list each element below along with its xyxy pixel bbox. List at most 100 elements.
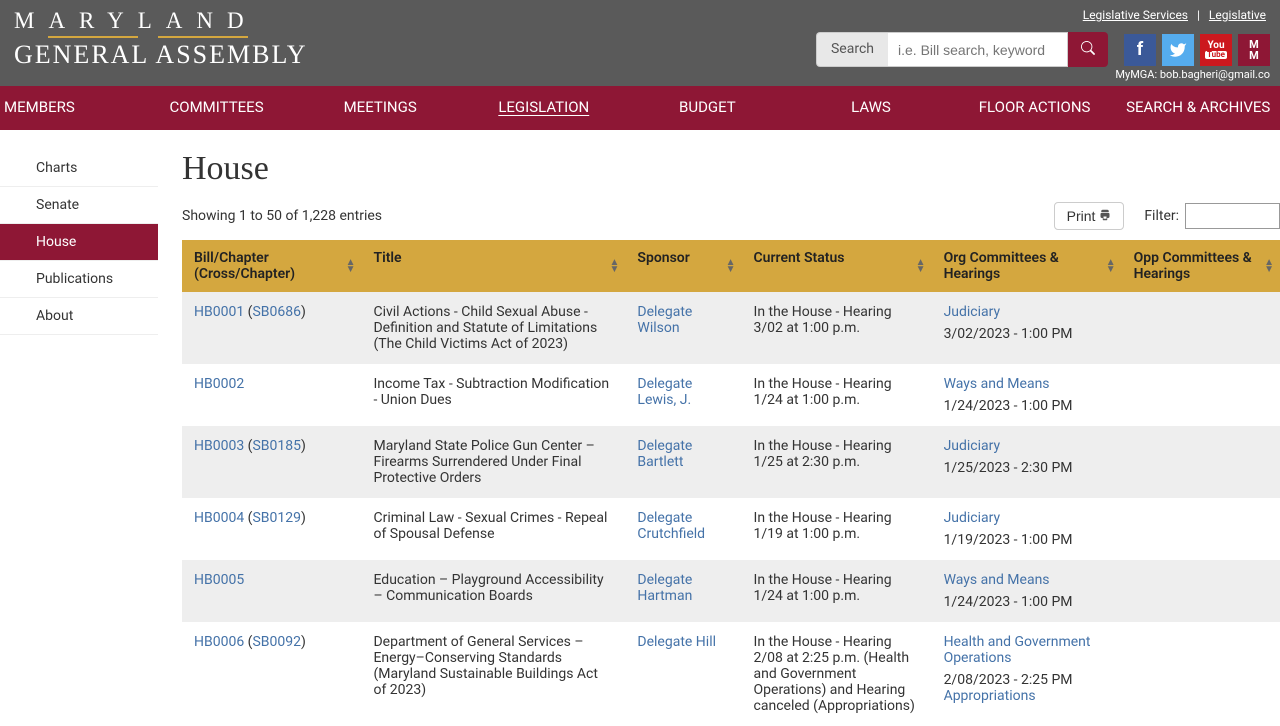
link-legislative[interactable]: Legislative [1209, 8, 1266, 22]
bills-table: Bill/Chapter (Cross/Chapter)▲▼Title▲▼Spo… [182, 240, 1280, 726]
sort-icon: ▲▼ [726, 259, 736, 273]
header: Legislative Services | Legislative MARYL… [0, 0, 1280, 86]
social-links: f YouTube MM [1124, 34, 1270, 66]
search-button[interactable] [1068, 32, 1108, 67]
table-row: HB0005 Education – Playground Accessibili… [182, 560, 1280, 622]
column-header[interactable]: Sponsor▲▼ [625, 240, 741, 292]
sidebar-item-charts[interactable]: Charts [0, 150, 158, 187]
committee-link[interactable]: Judiciary [944, 438, 1001, 454]
sort-icon: ▲▼ [610, 259, 620, 273]
opp-cell [1122, 498, 1280, 560]
bill-title: Department of General Services – Energy–… [361, 622, 625, 726]
sponsor-link[interactable]: Delegate Wilson [637, 304, 692, 336]
sort-icon: ▲▼ [916, 259, 926, 273]
sponsor-link[interactable]: Delegate Hill [637, 634, 716, 650]
search-input[interactable] [888, 32, 1068, 67]
committee-link[interactable]: Health and Government Operations [944, 634, 1091, 666]
cross-link[interactable]: SB0185 [252, 438, 301, 454]
status: In the House - Hearing 1/24 at 1:00 p.m. [742, 560, 932, 622]
logo-top: MARYLAND [14, 8, 308, 34]
sort-icon: ▲▼ [346, 259, 356, 273]
bill-title: Civil Actions - Child Sexual Abuse - Def… [361, 292, 625, 364]
opp-cell [1122, 426, 1280, 498]
sponsor-link[interactable]: Delegate Lewis, J. [637, 376, 692, 408]
bill-title: Income Tax - Subtraction Modification - … [361, 364, 625, 426]
table-row: HB0002 Income Tax - Subtraction Modificat… [182, 364, 1280, 426]
print-button[interactable]: Print [1054, 202, 1125, 230]
nav-item-search-archives[interactable]: SEARCH & ARCHIVES [1116, 86, 1280, 130]
nav-item-floor-actions[interactable]: FLOOR ACTIONS [953, 86, 1117, 130]
sort-icon: ▲▼ [1106, 259, 1116, 273]
nav-item-members[interactable]: MEMBERS [0, 86, 135, 130]
separator: | [1197, 8, 1200, 22]
search-label: Search [816, 32, 888, 67]
nav-item-committees[interactable]: COMMITTEES [135, 86, 299, 130]
column-header[interactable]: Title▲▼ [361, 240, 625, 292]
bill-link[interactable]: HB0006 [194, 634, 244, 650]
opp-cell [1122, 622, 1280, 726]
committee-link[interactable]: Ways and Means [944, 572, 1050, 588]
nav-item-budget[interactable]: BUDGET [626, 86, 790, 130]
committee-link[interactable]: Judiciary [944, 304, 1001, 320]
hearing-date: 2/08/2023 - 2:25 PM [944, 672, 1110, 688]
twitter-icon[interactable] [1162, 34, 1194, 66]
committee-link[interactable]: Judiciary [944, 510, 1001, 526]
opp-cell [1122, 292, 1280, 364]
opp-cell [1122, 364, 1280, 426]
sort-icon: ▲▼ [1264, 259, 1274, 273]
status: In the House - Hearing 3/02 at 1:00 p.m. [742, 292, 932, 364]
hearing-date: 1/24/2023 - 1:00 PM [944, 594, 1110, 610]
hearing-date: 1/25/2023 - 2:30 PM [944, 460, 1110, 476]
table-row: HB0003 (SB0185)Maryland State Police Gun… [182, 426, 1280, 498]
table-row: HB0001 (SB0686)Civil Actions - Child Sex… [182, 292, 1280, 364]
column-header[interactable]: Opp Committees & Hearings▲▼ [1122, 240, 1280, 292]
status: In the House - Hearing 1/24 at 1:00 p.m. [742, 364, 932, 426]
bill-title: Maryland State Police Gun Center – Firea… [361, 426, 625, 498]
table-row: HB0004 (SB0129)Criminal Law - Sexual Cri… [182, 498, 1280, 560]
sidebar-item-about[interactable]: About [0, 298, 158, 335]
nav-item-legislation[interactable]: LEGISLATION [462, 86, 626, 130]
status: In the House - Hearing 2/08 at 2:25 p.m.… [742, 622, 932, 726]
facebook-icon[interactable]: f [1124, 34, 1156, 66]
search-icon [1081, 43, 1095, 58]
nav-item-laws[interactable]: LAWS [789, 86, 953, 130]
mymga-icon[interactable]: MM [1238, 34, 1270, 66]
sidebar: ChartsSenateHousePublicationsAbout [0, 130, 158, 726]
sidebar-item-senate[interactable]: Senate [0, 187, 158, 224]
search-area: Search f YouTube MM [816, 32, 1270, 67]
bill-title: Education – Playground Accessibility – C… [361, 560, 625, 622]
bill-link[interactable]: HB0002 [194, 376, 244, 392]
bill-link[interactable]: HB0003 [194, 438, 244, 454]
column-header[interactable]: Org Committees & Hearings▲▼ [932, 240, 1122, 292]
bill-link[interactable]: HB0004 [194, 510, 244, 526]
logo-rules [48, 36, 308, 38]
cross-link[interactable]: SB0092 [252, 634, 301, 650]
nav-item-meetings[interactable]: MEETINGS [298, 86, 462, 130]
sponsor-link[interactable]: Delegate Crutchfield [637, 510, 705, 542]
table-row: HB0006 (SB0092)Department of General Ser… [182, 622, 1280, 726]
site-logo[interactable]: MARYLAND GENERAL ASSEMBLY [14, 8, 308, 70]
page-title: House [182, 150, 1280, 188]
cross-link[interactable]: SB0129 [252, 510, 301, 526]
sidebar-item-house[interactable]: House [0, 224, 158, 261]
filter-label: Filter: [1144, 208, 1179, 224]
youtube-icon[interactable]: YouTube [1200, 34, 1232, 66]
cross-link[interactable]: SB0686 [252, 304, 301, 320]
link-legislative-services[interactable]: Legislative Services [1083, 8, 1188, 22]
showing-text: Showing 1 to 50 of 1,228 entries [182, 208, 382, 224]
sidebar-item-publications[interactable]: Publications [0, 261, 158, 298]
sponsor-link[interactable]: Delegate Bartlett [637, 438, 692, 470]
bill-link[interactable]: HB0001 [194, 304, 244, 320]
bill-title: Criminal Law - Sexual Crimes - Repeal of… [361, 498, 625, 560]
filter-input[interactable] [1185, 203, 1280, 229]
sponsor-link[interactable]: Delegate Hartman [637, 572, 692, 604]
print-label: Print [1067, 208, 1096, 224]
committee-link[interactable]: Appropriations [944, 688, 1036, 704]
opp-cell [1122, 560, 1280, 622]
column-header[interactable]: Bill/Chapter (Cross/Chapter)▲▼ [182, 240, 361, 292]
column-header[interactable]: Current Status▲▼ [742, 240, 932, 292]
print-icon [1099, 208, 1111, 224]
hearing-date: 1/24/2023 - 1:00 PM [944, 398, 1110, 414]
bill-link[interactable]: HB0005 [194, 572, 244, 588]
committee-link[interactable]: Ways and Means [944, 376, 1050, 392]
